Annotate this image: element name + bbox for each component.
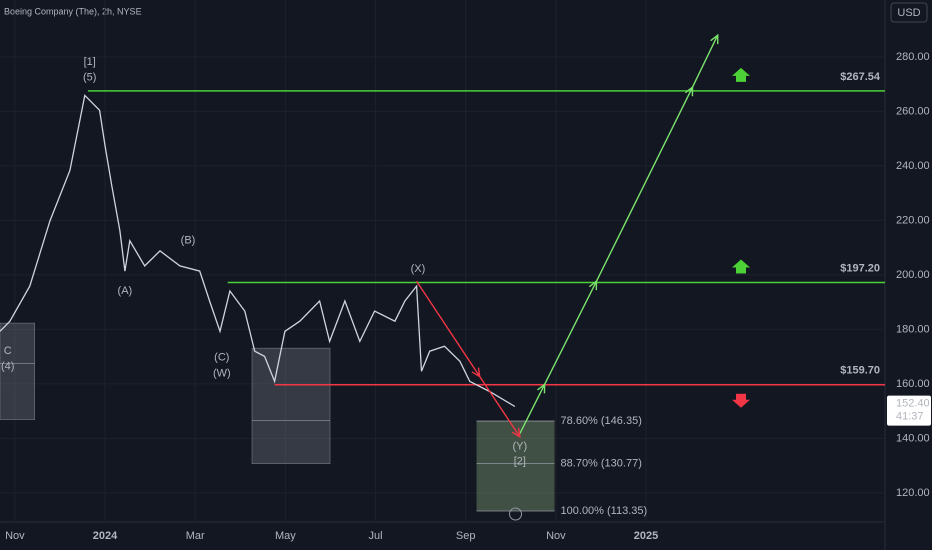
x-tick-label: May	[275, 530, 296, 542]
wave-label: C	[4, 345, 12, 357]
currency[interactable]: USD	[897, 7, 920, 19]
projection-arrowhead	[710, 33, 719, 45]
wave-label: (C)	[214, 351, 229, 363]
event-icon	[509, 507, 523, 521]
x-tick-label: Jul	[369, 530, 383, 542]
level-arrow	[732, 259, 750, 274]
price-line	[0, 94, 516, 408]
projection-arrowhead	[588, 279, 598, 291]
fib-zone	[476, 421, 555, 511]
level-label: $267.54	[840, 71, 881, 83]
wave-label: (A)	[118, 285, 133, 297]
wave-label: [2]	[514, 456, 526, 468]
fib-label: 100.00% (113.35)	[561, 505, 648, 517]
y-tick-label: 220.00	[896, 214, 930, 226]
level-arrow	[732, 67, 750, 82]
x-tick-label: 2024	[93, 530, 118, 542]
wave-label: (Y)	[512, 440, 527, 452]
y-tick-label: 180.00	[896, 323, 930, 335]
wave-label: (W)	[213, 367, 231, 379]
x-tick-label: Nov	[5, 530, 25, 542]
level-label: $159.70	[840, 365, 880, 377]
currency-button[interactable]	[890, 2, 928, 23]
y-tick-label: 240.00	[896, 160, 930, 172]
y-tick-label: 280.00	[896, 51, 930, 63]
y-tick-label: 200.00	[896, 269, 930, 281]
projection-arrowhead	[471, 367, 481, 378]
fib-label: 88.70% (130.77)	[561, 457, 642, 469]
chart-title: Boeing Company (The), 2h, NYSE	[4, 6, 142, 16]
wave-label: (5)	[83, 71, 96, 83]
zone	[251, 347, 331, 464]
wave-label: (X)	[411, 263, 426, 275]
y-tick-label: 260.00	[896, 105, 930, 117]
x-tick-label: Sep	[456, 530, 476, 542]
last-price-label: 152.40	[896, 397, 930, 409]
x-tick-label: 2025	[634, 530, 658, 542]
countdown-label: 41:37	[896, 410, 924, 422]
x-tick-label: Nov	[546, 530, 566, 542]
wave-label: (4)	[1, 360, 14, 372]
level-label: $197.20	[840, 262, 880, 274]
fib-label: 78.60% (146.35)	[561, 415, 642, 427]
y-tick-label: 120.00	[896, 487, 930, 499]
wave-label: (B)	[181, 235, 196, 247]
wave-label: [1]	[84, 56, 96, 68]
y-tick-label: 160.00	[896, 378, 930, 390]
projection-arrowhead	[537, 382, 546, 394]
zone	[0, 322, 36, 420]
y-tick-label: 140.00	[896, 432, 930, 444]
projection-arrowhead	[684, 85, 694, 97]
projection-arrowhead	[511, 427, 521, 439]
last-price-box	[887, 395, 931, 426]
x-tick-label: Mar	[186, 530, 205, 542]
level-arrow	[732, 393, 750, 408]
